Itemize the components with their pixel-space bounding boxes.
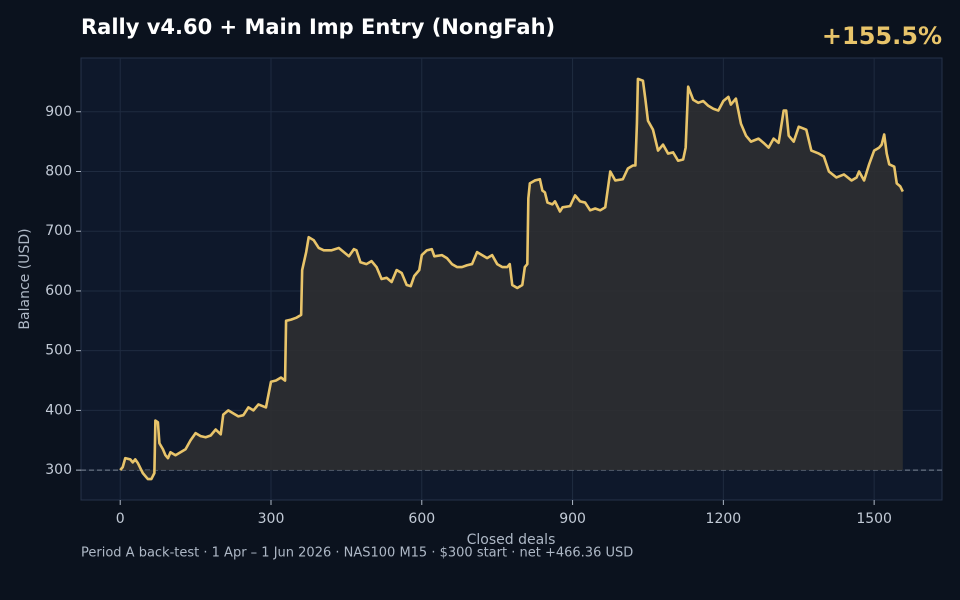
line xyxy=(119,77,904,481)
subtitle: Period A back-test · 1 Apr – 1 Jun 2026 … xyxy=(81,546,633,561)
y-tick-label: 400 xyxy=(45,402,72,418)
y-tick-label: 700 xyxy=(45,223,72,239)
x-tick-label: 1200 xyxy=(706,511,742,527)
x-tick-label: 600 xyxy=(408,511,435,527)
x-axis-label: Closed deals xyxy=(467,532,556,548)
y-tick-label: 900 xyxy=(45,104,72,120)
annotation: +155.5% xyxy=(822,22,942,50)
y-tick-label: 800 xyxy=(45,163,72,179)
x-tick-label: 300 xyxy=(258,511,285,527)
x-tick-label: 1500 xyxy=(856,511,892,527)
y-axis-label: Balance (USD) xyxy=(17,228,33,329)
x-tick-label: 900 xyxy=(559,511,586,527)
y-tick-label: 500 xyxy=(45,343,72,359)
x-tick-label: 0 xyxy=(116,511,125,527)
y-tick-label: 300 xyxy=(45,462,72,478)
y-tick-label: 600 xyxy=(45,283,72,299)
chart-title: Rally v4.60 + Main Imp Entry (NongFah) xyxy=(81,15,555,39)
